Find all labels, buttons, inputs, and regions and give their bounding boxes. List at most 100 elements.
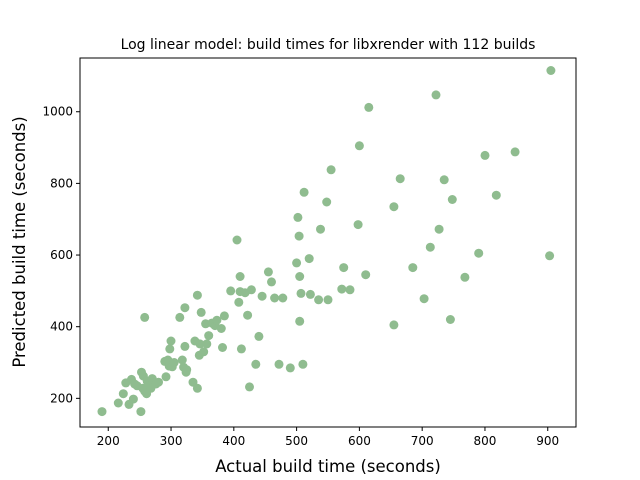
y-tick-label: 600 xyxy=(50,248,73,262)
data-point-36 xyxy=(182,365,192,375)
data-point-30 xyxy=(175,312,185,322)
data-point-21 xyxy=(154,377,163,387)
data-point-0 xyxy=(97,407,107,417)
data-point-92 xyxy=(354,141,364,151)
x-tick-label: 700 xyxy=(411,434,434,448)
data-point-78 xyxy=(296,288,306,298)
data-point-108 xyxy=(480,150,490,160)
data-point-88 xyxy=(337,284,347,294)
x-tick-label: 200 xyxy=(97,434,120,448)
data-point-87 xyxy=(326,165,336,175)
data-point-104 xyxy=(445,315,455,324)
y-tick-label: 400 xyxy=(50,320,73,334)
data-point-100 xyxy=(425,242,435,252)
data-point-53 xyxy=(219,311,229,321)
data-point-68 xyxy=(267,277,276,287)
data-point-71 xyxy=(278,293,288,303)
data-point-111 xyxy=(545,251,555,261)
data-point-95 xyxy=(389,202,399,212)
data-point-112 xyxy=(546,66,556,75)
data-point-77 xyxy=(295,316,305,326)
data-point-83 xyxy=(314,295,324,305)
data-point-73 xyxy=(292,258,302,268)
data-point-42 xyxy=(195,339,205,349)
x-tick-label: 600 xyxy=(348,434,371,448)
data-point-61 xyxy=(243,310,253,320)
data-point-40 xyxy=(192,383,202,393)
data-point-27 xyxy=(166,336,176,346)
data-point-39 xyxy=(192,290,202,300)
data-point-67 xyxy=(263,267,273,277)
data-point-23 xyxy=(161,372,171,382)
data-point-9 xyxy=(136,407,146,417)
data-point-72 xyxy=(285,363,295,373)
data-point-103 xyxy=(439,175,449,185)
y-axis-ticks: 200 400 600 800 1000 xyxy=(42,105,80,405)
data-point-109 xyxy=(491,190,501,200)
data-point-65 xyxy=(254,331,264,341)
data-point-64 xyxy=(251,359,261,369)
data-point-110 xyxy=(510,147,520,157)
data-point-75 xyxy=(294,231,304,241)
data-point-52 xyxy=(218,343,227,352)
data-point-102 xyxy=(434,224,444,234)
data-point-70 xyxy=(274,359,284,369)
data-point-59 xyxy=(236,344,246,354)
data-point-91 xyxy=(353,220,363,230)
data-point-98 xyxy=(408,263,418,273)
data-point-96 xyxy=(389,320,399,330)
data-point-1 xyxy=(113,398,123,408)
data-point-85 xyxy=(322,197,332,207)
data-point-63 xyxy=(246,285,256,295)
data-point-81 xyxy=(304,254,314,264)
data-point-44 xyxy=(199,347,209,357)
data-point-90 xyxy=(345,285,355,295)
data-point-99 xyxy=(419,294,429,304)
data-point-86 xyxy=(323,295,333,305)
data-point-55 xyxy=(232,235,242,245)
points-layer xyxy=(97,66,556,417)
data-point-54 xyxy=(226,286,236,296)
x-tick-label: 900 xyxy=(536,434,559,448)
data-point-82 xyxy=(305,289,315,299)
data-point-97 xyxy=(395,174,405,184)
data-point-33 xyxy=(180,341,190,351)
data-point-62 xyxy=(245,382,254,392)
data-point-69 xyxy=(270,293,280,303)
data-point-105 xyxy=(447,195,457,204)
x-axis-ticks: 200 300 400 500 600 700 800 900 xyxy=(97,427,559,448)
data-point-89 xyxy=(339,263,349,273)
data-point-47 xyxy=(204,331,214,341)
data-point-31 xyxy=(177,355,187,365)
chart-title: Log linear model: build times for libxre… xyxy=(121,37,536,53)
x-tick-label: 500 xyxy=(285,434,308,448)
data-point-56 xyxy=(234,297,244,307)
data-point-51 xyxy=(216,324,226,333)
data-point-80 xyxy=(299,187,309,197)
x-axis-label: Actual build time (seconds) xyxy=(215,457,441,476)
data-point-57 xyxy=(235,272,245,281)
data-point-14 xyxy=(140,312,150,322)
plot-area-frame xyxy=(79,57,577,428)
data-point-2 xyxy=(118,389,128,399)
y-tick-label: 800 xyxy=(50,176,73,190)
data-point-29 xyxy=(169,358,179,367)
y-axis-label: Predicted build time (seconds) xyxy=(10,116,29,367)
y-tick-label: 1000 xyxy=(42,105,73,119)
x-tick-label: 800 xyxy=(474,434,497,448)
data-point-84 xyxy=(316,224,325,234)
data-point-35 xyxy=(180,303,190,313)
data-point-46 xyxy=(202,339,212,349)
data-point-79 xyxy=(298,359,308,369)
x-tick-label: 400 xyxy=(222,434,245,448)
data-point-94 xyxy=(364,102,374,112)
data-point-43 xyxy=(196,307,206,317)
data-point-66 xyxy=(257,291,267,301)
data-point-50 xyxy=(212,315,222,325)
data-point-6 xyxy=(128,394,138,404)
data-point-74 xyxy=(293,212,303,222)
data-point-107 xyxy=(474,248,484,258)
data-point-76 xyxy=(295,272,305,281)
